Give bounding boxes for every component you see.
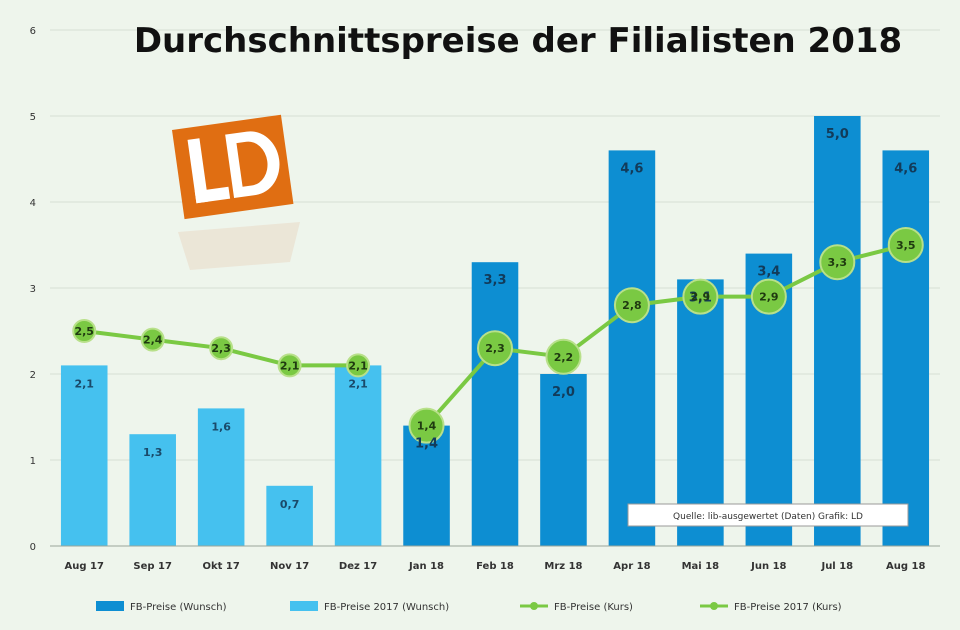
line-point (887, 227, 924, 263)
line-point (477, 330, 513, 367)
bar-data-label: 4,6 (894, 161, 917, 176)
logo-letter-l-stem (187, 138, 209, 204)
legend-swatch (96, 601, 124, 611)
y-tick-label: 6 (30, 26, 36, 37)
x-tick-label: Okt 17 (202, 561, 239, 572)
logo-letter-d (225, 131, 280, 199)
bar-data-label: 3,3 (483, 273, 506, 288)
line-data-label: 2,3 (211, 342, 231, 355)
x-tick-label: Apr 18 (613, 561, 650, 572)
line-point (209, 336, 234, 361)
bar-data-label: 1,6 (211, 420, 231, 433)
bar-data-label: 1,4 (415, 437, 438, 452)
line-data-label: 3,3 (828, 256, 848, 269)
line-point (545, 338, 582, 375)
bar-data-label: 4,6 (620, 161, 643, 176)
x-tick-label: Aug 17 (65, 561, 104, 572)
line-point (72, 319, 97, 343)
bar-data-label: 2,1 (348, 377, 368, 390)
bar-data-label: 1,3 (143, 446, 163, 459)
bar (60, 365, 108, 546)
line-data-label: 2,5 (74, 325, 94, 338)
line-data-label: 3,5 (896, 239, 916, 252)
logo-letter-l-foot (194, 186, 231, 204)
bar (266, 485, 313, 546)
bar (129, 434, 176, 546)
line-data-label: 2,1 (348, 359, 368, 372)
x-tick-label: Nov 17 (270, 561, 309, 572)
legend: FB-Preise (Wunsch) FB-Preise 2017 (Wunsch… (96, 601, 842, 613)
bar (334, 365, 382, 546)
chart-title: Durchschnittspreise der Filialisten 2018 (134, 21, 902, 61)
line-point (140, 327, 165, 352)
source-note-box: Quelle: lib-ausgewertet (Daten) Grafik: … (627, 503, 909, 527)
line-data-label: 2,1 (280, 359, 300, 372)
line-data-label: 2,3 (485, 342, 505, 355)
y-tick-label: 0 (30, 542, 36, 553)
line-point (819, 244, 856, 281)
bar (540, 374, 587, 546)
bar (197, 408, 245, 546)
ld-logo (172, 114, 294, 220)
bar (814, 116, 861, 546)
bar (882, 150, 930, 546)
bar-data-label: 0,7 (280, 498, 300, 511)
legend-swatch-marker (710, 602, 718, 610)
legend-label: FB-Preise (Kurs) (554, 602, 633, 613)
x-tick-label: Jul 18 (820, 561, 853, 572)
bar-data-label: 2,1 (74, 377, 94, 390)
x-tick-label: Jun 18 (750, 561, 786, 572)
y-tick-label: 4 (30, 198, 36, 209)
legend-swatch (290, 601, 318, 611)
x-tick-label: Mrz 18 (544, 561, 582, 572)
line-point (346, 353, 371, 378)
x-tick-label: Dez 17 (339, 561, 377, 572)
x-tick-label: Jan 18 (408, 561, 444, 572)
source-note: Quelle: lib-ausgewertet (Daten) Grafik: … (673, 512, 863, 522)
y-tick-label: 3 (30, 284, 36, 295)
line-point (613, 287, 650, 324)
y-tick-label: 2 (30, 370, 36, 381)
bar (471, 262, 519, 546)
line-data-label: 2,9 (691, 291, 711, 304)
bar-data-label: 3,4 (757, 265, 780, 280)
line-data-label: 2,9 (759, 291, 779, 304)
line-point (682, 278, 719, 315)
line-data-label: 2,4 (143, 334, 163, 347)
legend-label: FB-Preise 2017 (Kurs) (734, 602, 842, 613)
line-data-label: 2,2 (554, 351, 574, 364)
bar-data-label: 3,1 (689, 290, 712, 305)
y-tick-label: 5 (30, 112, 36, 123)
line-point (277, 353, 302, 378)
bar-data-label: 5,0 (826, 127, 849, 142)
logo-reflection (178, 222, 300, 270)
y-tick-label: 1 (30, 456, 36, 467)
line-point (750, 278, 787, 315)
x-tick-label: Sep 17 (133, 561, 172, 572)
legend-swatch-marker (530, 602, 538, 610)
bar (608, 150, 656, 546)
x-tick-label: Mai 18 (682, 561, 720, 572)
bar (403, 425, 450, 546)
legend-label: FB-Preise 2017 (Wunsch) (324, 602, 449, 613)
line-data-label: 2,8 (622, 299, 642, 312)
x-tick-label: Feb 18 (476, 561, 514, 572)
bar-data-label: 2,0 (552, 385, 575, 400)
bar (677, 279, 724, 546)
line-point (408, 407, 445, 444)
x-tick-label: Aug 18 (886, 561, 925, 572)
line-data-label: 1,4 (417, 420, 437, 433)
legend-label: FB-Preise (Wunsch) (130, 602, 227, 613)
